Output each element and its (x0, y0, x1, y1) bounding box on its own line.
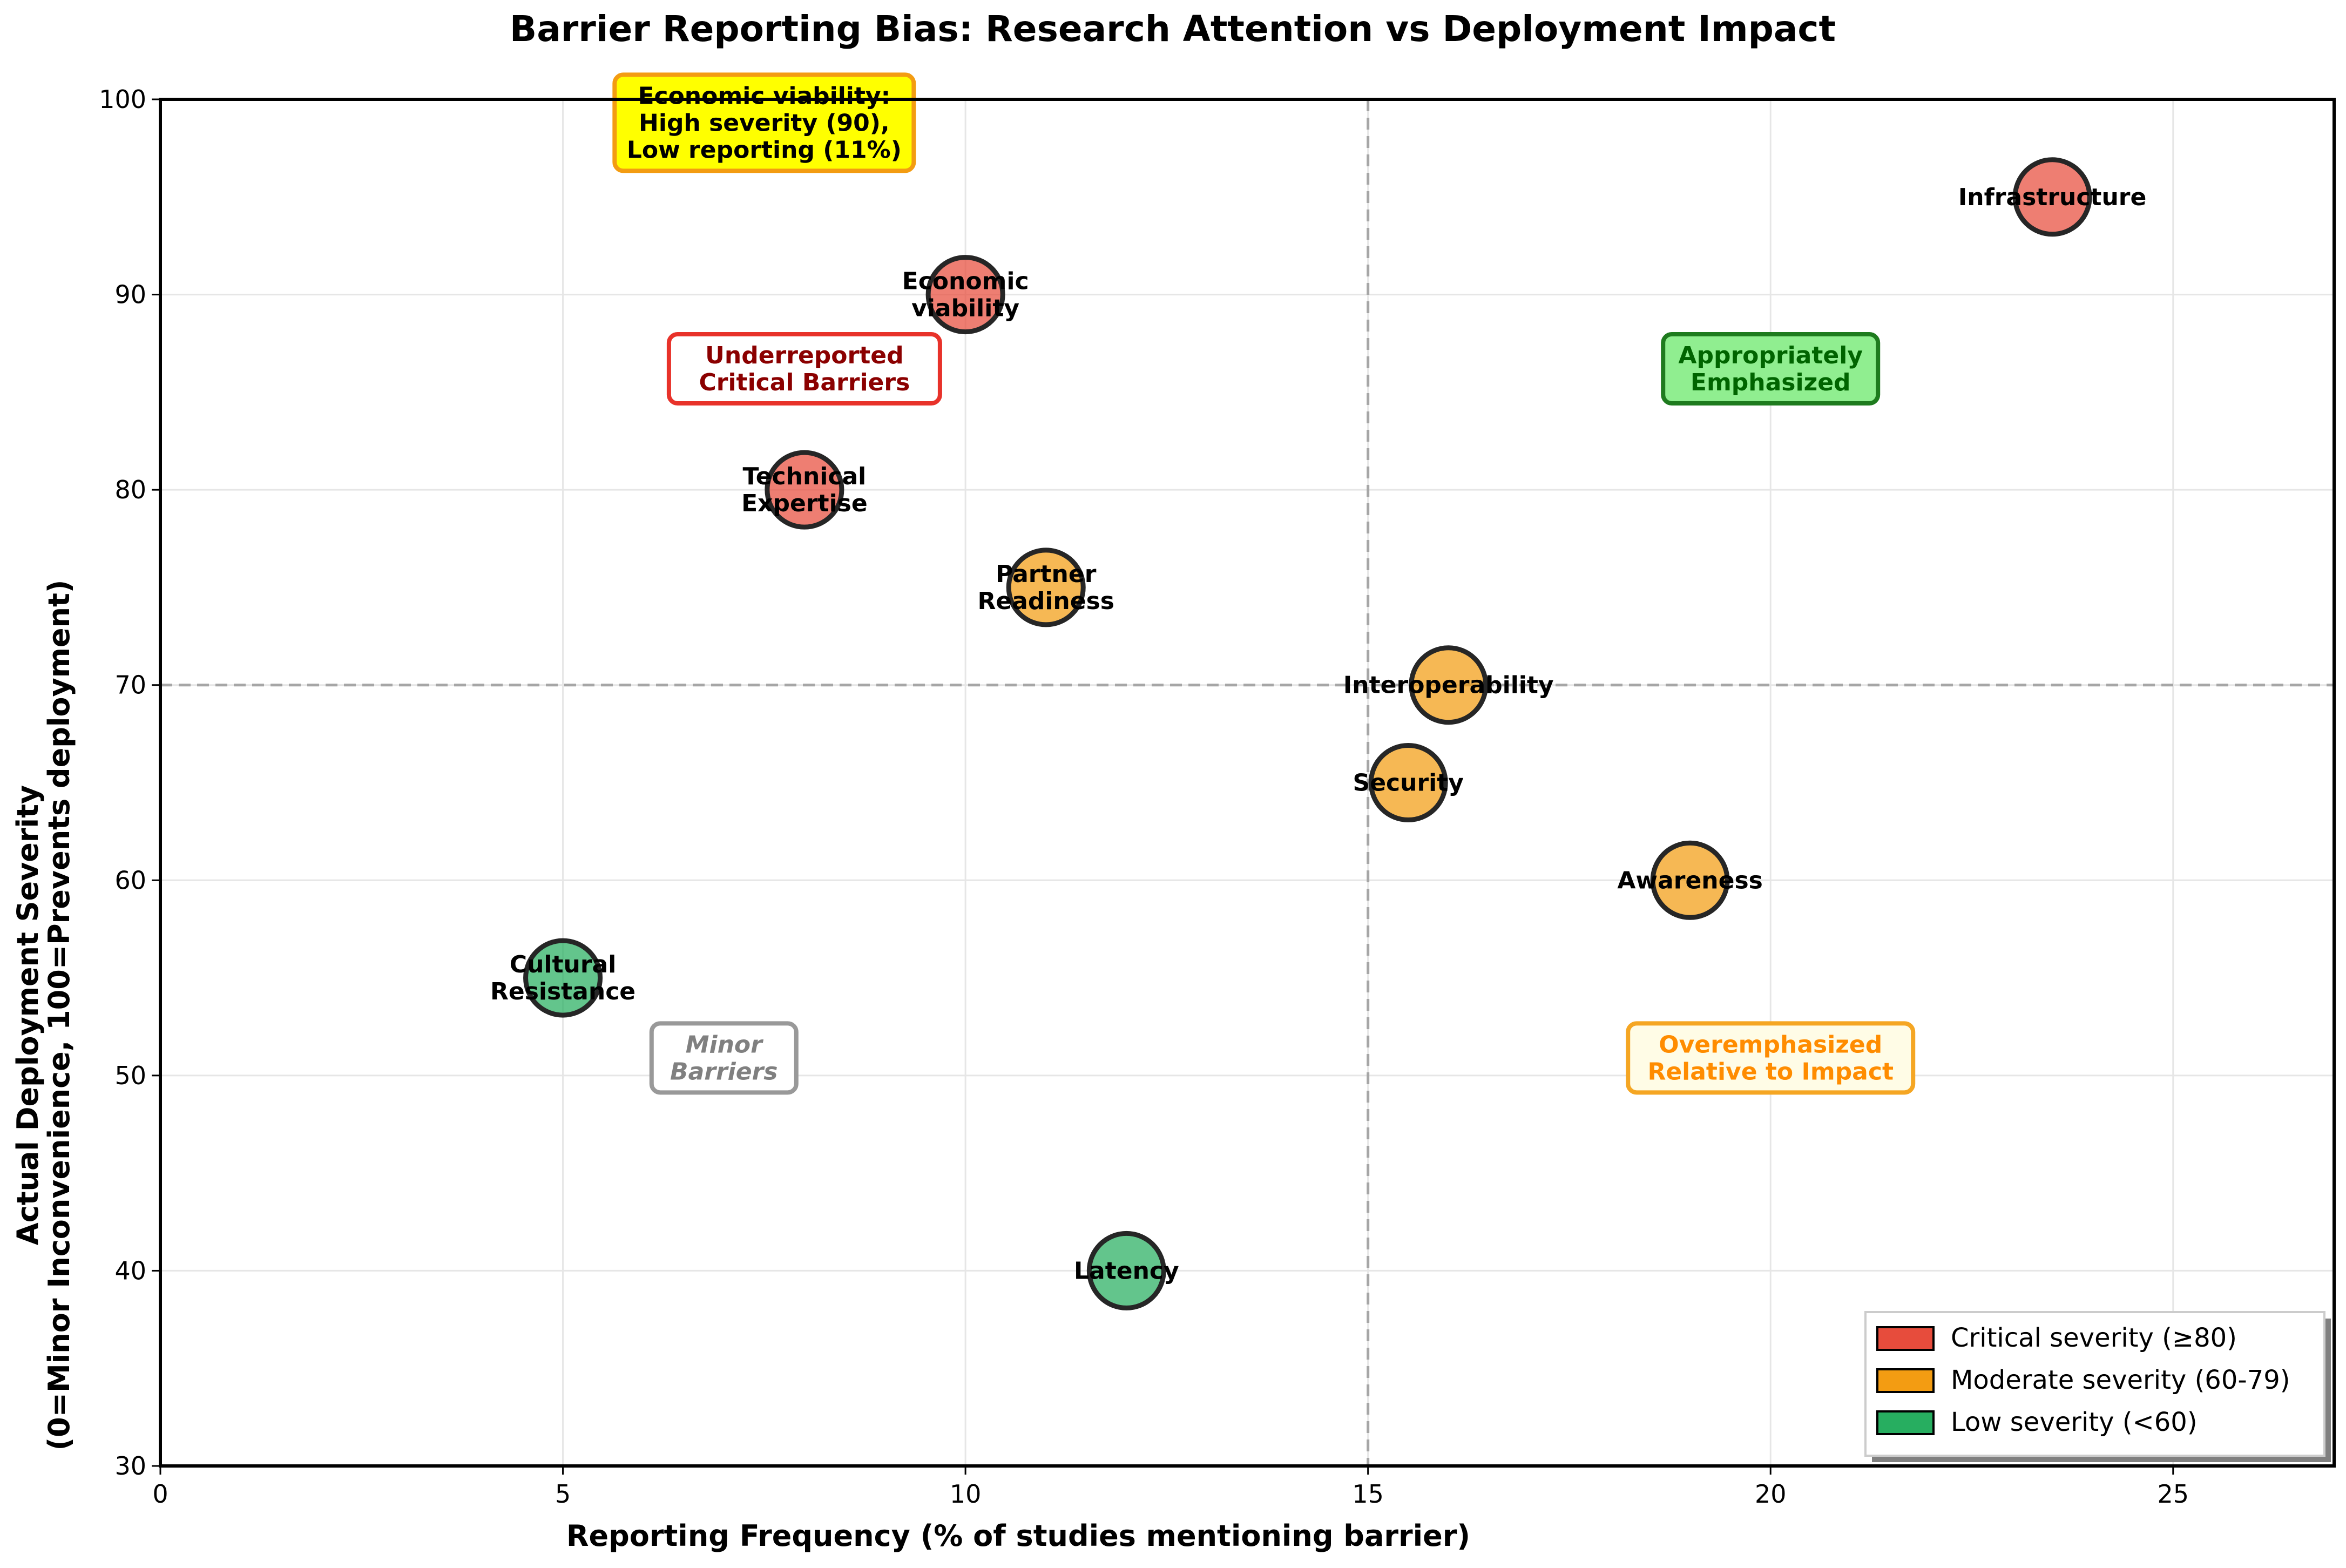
x-tick-label: 5 (555, 1479, 571, 1509)
annotation-box-underreported (666, 332, 942, 405)
data-point-label: Cultural (510, 951, 617, 978)
y-tick-label: 90 (114, 280, 146, 309)
legend-swatch (1876, 1368, 1935, 1393)
data-point-label: Resistance (490, 978, 635, 1005)
plot-frame (159, 98, 2336, 1468)
y-tick-label: 60 (114, 866, 146, 895)
reference-lines (160, 99, 2334, 1466)
data-point-label: Awareness (1617, 867, 1762, 894)
data-point-marker (1368, 743, 1448, 822)
annotation-text-appropriately: Emphasized (1691, 369, 1851, 396)
annotation-box-overemphasized (1626, 1021, 1916, 1095)
data-point-label: Interoperability (1343, 672, 1554, 699)
x-tick-label: 15 (1352, 1479, 1384, 1509)
y-tick-label: 70 (114, 671, 146, 700)
data-point-marker (1409, 645, 1489, 725)
chart-title: Barrier Reporting Bias: Research Attenti… (510, 8, 1836, 50)
legend: Critical severity (≥80) Moderate severity… (1864, 1311, 2331, 1462)
annotations: Economic viability:High severity (90),Lo… (612, 72, 1916, 1095)
data-point-label: Infrastructure (1958, 184, 2146, 211)
annotation-text-callout-economic: High severity (90), (639, 109, 890, 137)
legend-label: Critical severity (≥80) (1951, 1323, 2237, 1353)
y-tick-label: 50 (114, 1061, 146, 1090)
x-tick-label: 0 (152, 1479, 168, 1509)
annotation-text-callout-economic: Low reporting (11%) (627, 136, 902, 164)
legend-label: Low severity (<60) (1951, 1407, 2198, 1437)
data-point-label: Latency (1074, 1257, 1179, 1285)
annotation-text-overemphasized: Relative to Impact (1647, 1058, 1894, 1085)
annotation-text-underreported: Underreported (705, 342, 903, 369)
y-tick-label: 30 (114, 1451, 146, 1481)
legend-box (1864, 1311, 2325, 1457)
y-tick-label: 100 (99, 85, 146, 114)
x-tick-label: 25 (2158, 1479, 2189, 1509)
annotation-box-minor (649, 1021, 799, 1095)
legend-swatch (1876, 1326, 1935, 1351)
data-point-marker (1006, 548, 1086, 627)
data-point-label: Security (1353, 769, 1464, 797)
data-point-label: Expertise (741, 490, 868, 517)
y-axis-label: Actual Deployment Severity (11, 785, 45, 1245)
data-point-marker (523, 938, 603, 1018)
x-axis-label: Reporting Frequency (% of studies mentio… (566, 1519, 1470, 1553)
annotation-text-minor: Minor (686, 1031, 763, 1058)
data-point-label: viability (911, 295, 1019, 322)
x-tick-label: 20 (1755, 1479, 1787, 1509)
data-point-marker (1086, 1231, 1166, 1310)
y-tick-label: 80 (114, 475, 146, 504)
data-point-marker (2012, 157, 2092, 237)
data-point-marker (925, 255, 1005, 335)
annotation-text-callout-economic: Economic viability: (638, 82, 890, 110)
annotation-text-appropriately: Appropriately (1678, 342, 1863, 369)
annotation-text-overemphasized: Overemphasized (1659, 1031, 1882, 1058)
x-tick-label: 10 (950, 1479, 982, 1509)
data-point-marker (765, 450, 844, 530)
axis-ticks: 0 5 10 15 20 25 30 40 50 60 70 80 90 100 (99, 85, 2189, 1509)
annotation-box-appropriately (1661, 332, 1881, 405)
legend-swatch (1876, 1410, 1935, 1435)
y-tick-label: 40 (114, 1256, 146, 1285)
annotation-text-underreported: Critical Barriers (699, 369, 910, 396)
legend-label: Moderate severity (60-79) (1951, 1365, 2290, 1395)
grid (159, 98, 2334, 1467)
data-point-label: Economic (902, 268, 1029, 295)
y-axis-sublabel: (0=Minor Inconvenience, 100=Prevents dep… (42, 580, 76, 1451)
data-point-label: Technical (743, 463, 867, 490)
data-point-label: Partner (996, 560, 1097, 588)
data-point-label: Readiness (977, 587, 1114, 615)
data-point-marker (1650, 840, 1730, 920)
annotation-text-minor: Barriers (670, 1058, 778, 1085)
